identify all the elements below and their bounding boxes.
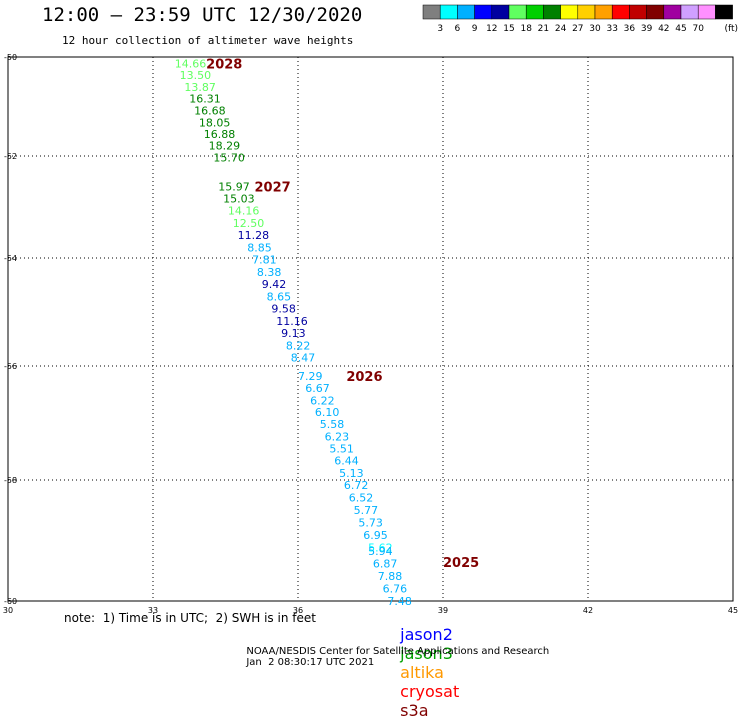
wave-height-label: 6.23 <box>325 431 350 444</box>
note-text: note: 1) Time is in UTC; 2) SWH is in fe… <box>64 611 316 625</box>
wave-height-label: 8.85 <box>247 241 272 254</box>
wave-height-label: 15.70 <box>213 152 245 165</box>
x-tick-label: 30 <box>3 606 13 615</box>
wave-height-label: 5.51 <box>329 443 354 456</box>
wave-height-label: 9.58 <box>271 302 296 315</box>
legend-s3a: s3a <box>400 701 429 720</box>
colorbar-tick-label: 27 <box>572 24 583 34</box>
colorbar-tick-label: 24 <box>555 24 567 34</box>
wave-height-label: 5.94 <box>368 545 393 558</box>
wave-height-label: 14.66 <box>175 58 207 71</box>
x-tick-label: 36 <box>293 606 303 615</box>
wave-height-label: 6.67 <box>305 382 330 395</box>
wave-height-label: 8.47 <box>291 351 316 364</box>
wave-height-label: 7.81 <box>252 253 276 266</box>
wave-height-label: 8.65 <box>267 290 292 303</box>
legend-jason2: jason2 <box>400 625 453 644</box>
wave-height-label: 6.52 <box>349 492 374 505</box>
colorbar-tick-label: 6 <box>455 24 461 34</box>
x-tick-label: 45 <box>728 606 738 615</box>
plot-subtitle: 12 hour collection of altimeter wave hei… <box>62 34 354 47</box>
wave-height-label: 6.44 <box>334 455 359 468</box>
wave-height-label: 18.29 <box>209 140 241 153</box>
credit-organization: NOAA/NESDIS Center for Satellite Applica… <box>246 646 550 657</box>
y-tick-label: -60 <box>4 597 17 606</box>
colorbar-tick-label: 70 <box>692 24 704 34</box>
wave-height-label: 6.72 <box>344 479 369 492</box>
wave-height-label: 9.42 <box>262 278 287 291</box>
credit-timestamp: Jan 2 08:30:17 UTC 2021 <box>246 657 375 668</box>
y-tick-label: -54 <box>4 254 17 263</box>
wave-height-label: 18.05 <box>199 116 231 129</box>
time-label: 2026 <box>346 370 382 385</box>
wave-height-label: 6.95 <box>363 529 388 542</box>
credit-line: NOAA/NESDIS Center for Satellite Applica… <box>240 635 563 668</box>
wave-height-label: 14.16 <box>228 204 260 217</box>
wave-height-label: 13.50 <box>180 69 212 82</box>
colorbar-tick-label: 15 <box>503 24 514 34</box>
wave-height-label: 16.68 <box>194 104 226 117</box>
x-tick-label: 39 <box>438 606 448 615</box>
legend-cryosat: cryosat <box>400 682 460 701</box>
plot-frame <box>7 56 734 602</box>
wave-height-label: 5.13 <box>339 467 364 480</box>
wave-height-label: 5.58 <box>320 418 345 431</box>
colorbar-tick-label: 21 <box>538 24 549 34</box>
wave-height-label: 11.28 <box>238 229 269 242</box>
wave-height-label: 5.62 <box>368 542 393 555</box>
wave-height-label: 8.38 <box>257 266 282 279</box>
wave-height-label: 8.22 <box>286 339 311 352</box>
y-tick-label: -52 <box>4 152 17 161</box>
wave-height-label: 7.29 <box>298 370 323 383</box>
colorbar-units: (ft) <box>724 24 738 34</box>
colorbar-tick-label: 36 <box>624 24 636 34</box>
wave-height-label: 11.16 <box>276 315 308 328</box>
wave-height-label: 7.48 <box>387 595 412 608</box>
time-label: 2027 <box>255 180 291 195</box>
y-tick-label: -50 <box>4 53 17 62</box>
colorbar-tick-label: 18 <box>520 24 532 34</box>
wave-height-label: 13.87 <box>184 81 216 94</box>
wave-height-label: 16.31 <box>189 92 221 105</box>
wave-height-label: 6.10 <box>315 406 340 419</box>
time-label: 2028 <box>206 58 242 73</box>
wave-height-label: 15.97 <box>218 180 250 193</box>
colorbar-tick-label: 45 <box>675 24 686 34</box>
colorbar-legend: 3 6 9 12 15 18 21 24 27 30 33 36 39 42 45 70 (ft) <box>422 4 738 34</box>
time-label: 2025 <box>443 556 479 571</box>
colorbar-tick-label: 3 <box>437 24 443 34</box>
wave-height-label: 6.76 <box>383 582 408 595</box>
plot-title: 12:00 – 23:59 UTC 12/30/2020 <box>42 4 363 26</box>
colorbar-tick-label: 12 <box>486 24 497 34</box>
colorbar-swatch <box>715 4 733 20</box>
wave-height-label: 5.73 <box>358 517 383 530</box>
wave-height-label: 12.50 <box>233 217 265 230</box>
y-tick-label: -58 <box>4 476 17 485</box>
colorbar-tick-label: 30 <box>589 24 601 34</box>
wave-height-label: 5.77 <box>354 504 379 517</box>
x-tick-label: 33 <box>148 606 158 615</box>
wave-height-label: 6.22 <box>310 394 335 407</box>
wave-height-label: 16.88 <box>204 128 236 141</box>
colorbar-tick-label: 39 <box>641 24 653 34</box>
wave-height-label: 9.13 <box>281 327 306 340</box>
colorbar-tick-label: 33 <box>606 24 617 34</box>
x-tick-label: 42 <box>583 606 593 615</box>
wave-height-label: 15.03 <box>223 192 255 205</box>
wave-height-label: 6.87 <box>373 557 398 570</box>
colorbar-tick-label: 9 <box>472 24 478 34</box>
wave-height-label: 7.88 <box>378 570 403 583</box>
colorbar-tick-label: 42 <box>658 24 669 34</box>
y-tick-label: -56 <box>4 362 17 371</box>
